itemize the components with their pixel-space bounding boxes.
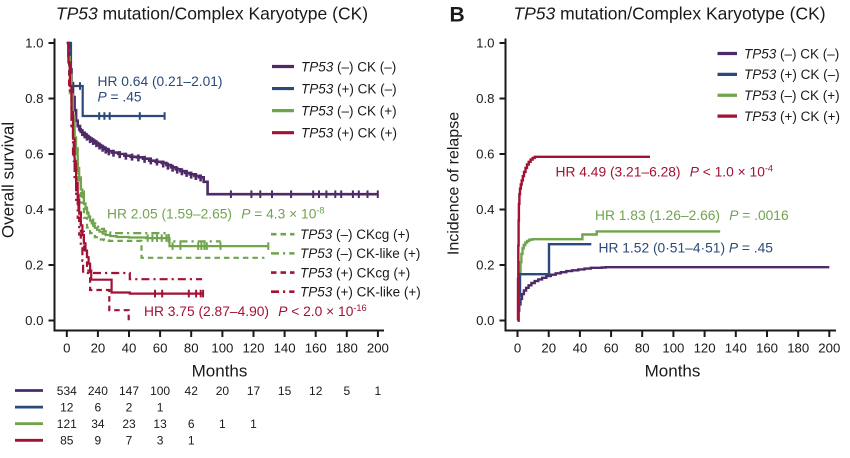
- svg-text:1.0: 1.0: [25, 36, 43, 51]
- svg-text:0.6: 0.6: [25, 147, 43, 162]
- svg-text:13: 13: [153, 417, 167, 431]
- svg-text:15: 15: [278, 384, 292, 398]
- svg-text:TP53 mutation/Complex Karyotyp: TP53 mutation/Complex Karyotype (CK): [513, 4, 825, 24]
- svg-text:Overall survival: Overall survival: [0, 122, 18, 238]
- svg-text:TP53 (+) CK-like (+): TP53 (+) CK-like (+): [300, 285, 421, 300]
- svg-text:1: 1: [188, 434, 195, 448]
- svg-text:12: 12: [309, 384, 323, 398]
- svg-text:HR 4.49 (3.21–6.28) P < 1.0 ×: HR 4.49 (3.21–6.28) P < 1.0 × 10-4: [556, 164, 774, 180]
- svg-text:5: 5: [343, 384, 350, 398]
- svg-text:9: 9: [95, 434, 102, 448]
- svg-text:TP53 (–) CKcg (+): TP53 (–) CKcg (+): [300, 227, 410, 242]
- svg-text:40: 40: [122, 341, 137, 356]
- svg-text:HR 1.52 (0·51–4·51) P = .45: HR 1.52 (0·51–4·51) P = .45: [599, 241, 774, 256]
- svg-text:200: 200: [367, 341, 389, 356]
- svg-text:147: 147: [119, 384, 139, 398]
- svg-text:B: B: [450, 3, 465, 26]
- svg-text:60: 60: [153, 341, 168, 356]
- svg-text:34: 34: [91, 417, 105, 431]
- svg-text:0.2: 0.2: [476, 258, 494, 273]
- svg-text:42: 42: [185, 384, 199, 398]
- svg-text:Months: Months: [645, 362, 701, 381]
- svg-text:0.8: 0.8: [25, 91, 43, 106]
- svg-text:HR 0.64 (0.21–2.01): HR 0.64 (0.21–2.01): [98, 74, 223, 89]
- svg-text:20: 20: [541, 341, 556, 356]
- svg-text:6: 6: [95, 400, 102, 414]
- svg-text:534: 534: [57, 384, 77, 398]
- svg-text:180: 180: [787, 341, 809, 356]
- svg-text:3: 3: [157, 434, 164, 448]
- svg-text:160: 160: [756, 341, 778, 356]
- svg-text:TP53 (+) CK (+): TP53 (+) CK (+): [301, 126, 397, 141]
- svg-text:TP53 (+) CK (–): TP53 (+) CK (–): [301, 81, 397, 96]
- svg-text:6: 6: [188, 417, 195, 431]
- svg-text:HR 2.05 (1.59–2.65) P = 4.3 ×: HR 2.05 (1.59–2.65) P = 4.3 × 10-8: [107, 206, 325, 222]
- svg-text:40: 40: [573, 341, 588, 356]
- svg-text:TP53 (+) CK (+): TP53 (+) CK (+): [744, 109, 840, 124]
- svg-text:Incidence of relapse: Incidence of relapse: [446, 112, 463, 255]
- svg-text:HR 3.75 (2.87–4.90) P < 2.0 ×: HR 3.75 (2.87–4.90) P < 2.0 × 10-16: [144, 303, 367, 319]
- svg-text:7: 7: [126, 434, 133, 448]
- svg-text:100: 100: [211, 341, 233, 356]
- svg-text:0.2: 0.2: [25, 258, 43, 273]
- svg-text:0.4: 0.4: [25, 202, 43, 217]
- svg-text:1: 1: [375, 384, 382, 398]
- svg-text:1: 1: [157, 400, 164, 414]
- svg-text:180: 180: [336, 341, 358, 356]
- svg-text:23: 23: [122, 417, 136, 431]
- svg-text:TP53 (–) CK (–): TP53 (–) CK (–): [301, 59, 396, 74]
- svg-text:TP53 (–) CK (+): TP53 (–) CK (+): [744, 88, 840, 103]
- svg-text:TP53 (–) CK (–): TP53 (–) CK (–): [744, 46, 839, 61]
- svg-text:HR 1.83 (1.26–2.66) P = .0016: HR 1.83 (1.26–2.66) P = .0016: [595, 208, 789, 223]
- svg-text:TP53 (–) CK (+): TP53 (–) CK (+): [301, 103, 397, 118]
- svg-text:TP53 mutation/Complex Karyotyp: TP53 mutation/Complex Karyotype (CK): [56, 4, 368, 24]
- svg-text:TP53 (–) CK-like (+): TP53 (–) CK-like (+): [300, 246, 420, 261]
- svg-text:120: 120: [694, 341, 716, 356]
- svg-text:60: 60: [604, 341, 619, 356]
- svg-text:17: 17: [247, 384, 261, 398]
- svg-text:20: 20: [91, 341, 106, 356]
- svg-text:12: 12: [60, 400, 74, 414]
- svg-text:0.0: 0.0: [25, 313, 43, 328]
- svg-text:0: 0: [63, 341, 70, 356]
- svg-text:80: 80: [184, 341, 199, 356]
- svg-text:240: 240: [88, 384, 108, 398]
- svg-text:Months: Months: [192, 362, 248, 381]
- svg-text:121: 121: [57, 417, 77, 431]
- svg-text:20: 20: [216, 384, 230, 398]
- svg-text:120: 120: [242, 341, 264, 356]
- svg-text:0.0: 0.0: [476, 313, 494, 328]
- svg-text:TP53 (+) CK (–): TP53 (+) CK (–): [744, 67, 840, 82]
- svg-text:140: 140: [725, 341, 747, 356]
- svg-text:200: 200: [818, 341, 840, 356]
- svg-text:1: 1: [219, 417, 226, 431]
- svg-text:80: 80: [635, 341, 650, 356]
- svg-text:TP53 (+) CKcg (+): TP53 (+) CKcg (+): [300, 265, 410, 280]
- svg-text:1: 1: [250, 417, 257, 431]
- svg-text:140: 140: [274, 341, 296, 356]
- svg-text:100: 100: [150, 384, 170, 398]
- svg-text:100: 100: [662, 341, 684, 356]
- svg-text:0.6: 0.6: [476, 147, 494, 162]
- svg-text:0: 0: [514, 341, 521, 356]
- svg-text:85: 85: [60, 434, 74, 448]
- svg-text:160: 160: [305, 341, 327, 356]
- svg-text:0.8: 0.8: [476, 91, 494, 106]
- svg-text:0.4: 0.4: [476, 202, 494, 217]
- svg-text:P = .45: P = .45: [98, 90, 142, 105]
- svg-text:1.0: 1.0: [476, 36, 494, 51]
- svg-text:2: 2: [126, 400, 133, 414]
